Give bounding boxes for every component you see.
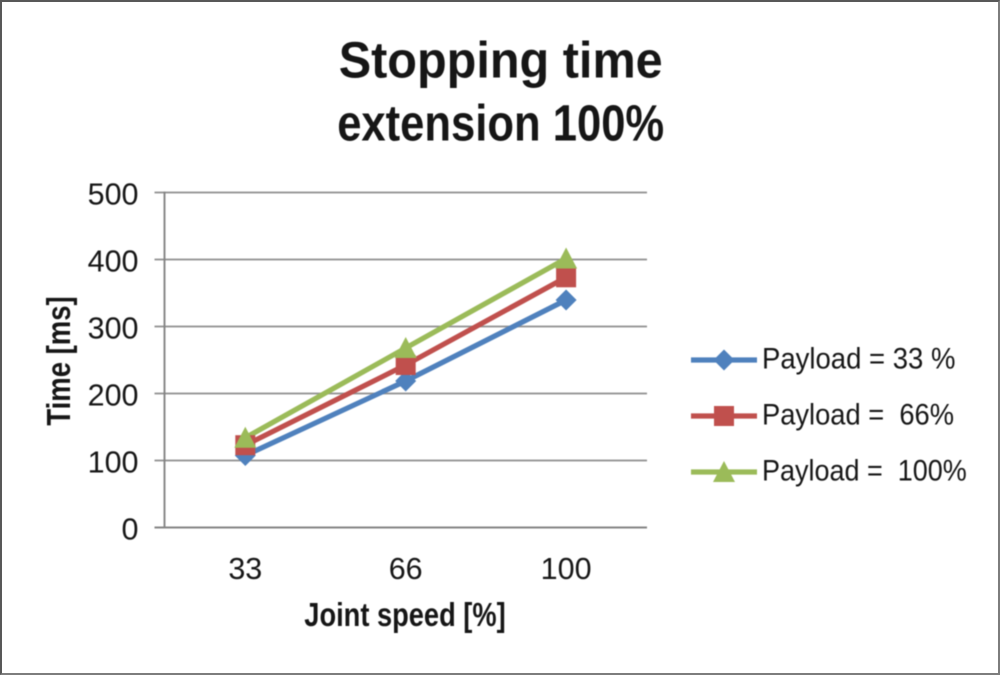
svg-text:Payload = 100%: Payload = 100%: [762, 455, 967, 488]
svg-text:100: 100: [541, 552, 592, 586]
svg-text:33: 33: [228, 552, 262, 586]
svg-text:Joint speed [%]: Joint speed [%]: [304, 596, 505, 633]
svg-text:Payload = 66%: Payload = 66%: [762, 399, 954, 432]
svg-text:extension 100%: extension 100%: [337, 95, 664, 152]
svg-text:500: 500: [88, 178, 139, 212]
svg-text:0: 0: [122, 513, 139, 547]
svg-text:Stopping time: Stopping time: [339, 32, 663, 89]
svg-text:66: 66: [389, 552, 423, 586]
svg-text:400: 400: [88, 245, 139, 279]
svg-text:100: 100: [88, 446, 139, 480]
svg-text:300: 300: [88, 312, 139, 346]
svg-text:Time [ms]: Time [ms]: [40, 296, 77, 425]
svg-text:200: 200: [88, 379, 139, 413]
svg-text:Payload = 33 %: Payload = 33 %: [762, 343, 955, 376]
